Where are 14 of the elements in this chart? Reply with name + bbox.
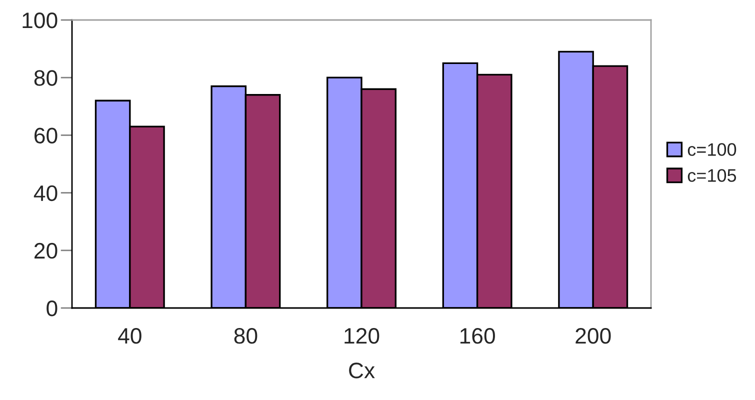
y-tick-label: 100	[22, 12, 58, 28]
legend-label: c=100	[688, 143, 736, 156]
y-tick-label: 60	[34, 128, 58, 144]
y-tick-label: 20	[34, 242, 58, 259]
x-tick-label: 80	[234, 328, 258, 344]
y-tick-label: 0	[46, 300, 58, 316]
x-tick-label: 160	[460, 328, 495, 344]
y-tick-label: 40	[34, 185, 58, 202]
legend-label: c=105	[688, 169, 736, 182]
x-tick-label: 200	[576, 328, 611, 344]
x-tick-label: 120	[344, 328, 380, 344]
x-axis-title: Cx	[349, 362, 375, 378]
x-tick-label: 40	[118, 328, 142, 344]
y-tick-label: 80	[34, 70, 58, 86]
